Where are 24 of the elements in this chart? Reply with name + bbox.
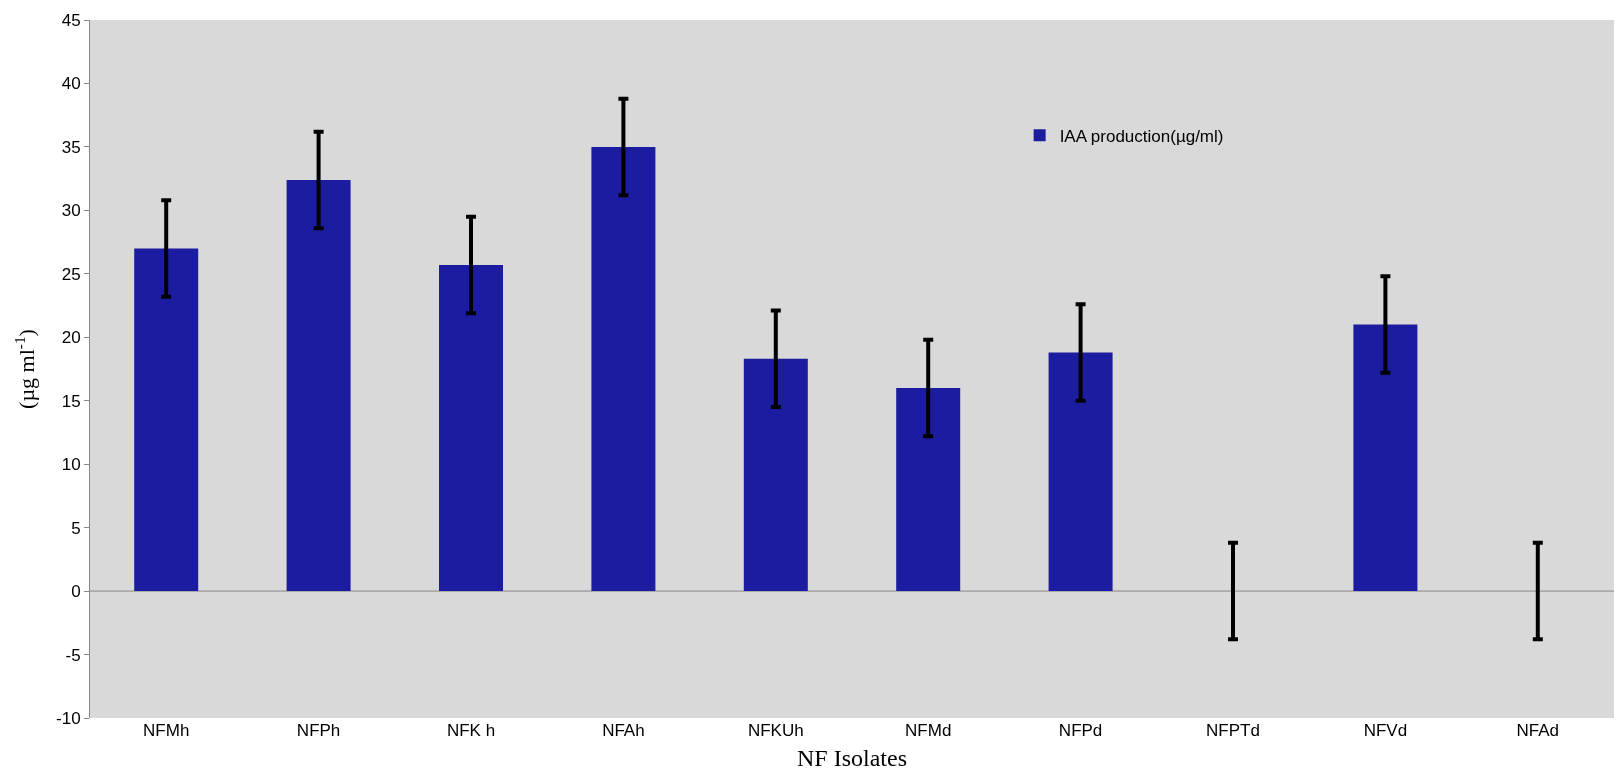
y-tick-label: 15 — [61, 391, 81, 411]
legend-label: IAA production(µg/ml) — [1059, 126, 1224, 146]
x-tick-label: NFPh — [296, 721, 341, 740]
x-tick-label: NFMh — [143, 721, 190, 740]
x-tick-label: NFAd — [1516, 721, 1560, 740]
x-tick-label: NFMd — [905, 721, 952, 740]
y-tick-label: 10 — [61, 455, 81, 475]
y-tick-label: -10 — [56, 708, 81, 728]
y-tick-label: -5 — [65, 645, 81, 665]
y-tick-label: 40 — [61, 74, 81, 94]
x-tick-label: NFKUh — [747, 721, 804, 740]
x-axis-title: NF Isolates — [797, 745, 907, 772]
x-tick-label: NFAh — [602, 721, 645, 740]
x-tick-label: NFPd — [1058, 721, 1103, 740]
y-tick-label: 45 — [61, 10, 81, 30]
y-tick-label: 25 — [61, 264, 81, 284]
x-tick-label: NFPTd — [1206, 721, 1260, 740]
y-tick-label: 35 — [61, 137, 81, 157]
y-tick-label: 5 — [71, 518, 81, 538]
y-tick-label: 30 — [61, 201, 81, 221]
x-tick-label: NFK h — [446, 721, 496, 740]
x-tick-label: NFVd — [1363, 721, 1408, 740]
y-tick-label: 0 — [71, 582, 81, 602]
y-tick-label: 20 — [61, 328, 81, 348]
